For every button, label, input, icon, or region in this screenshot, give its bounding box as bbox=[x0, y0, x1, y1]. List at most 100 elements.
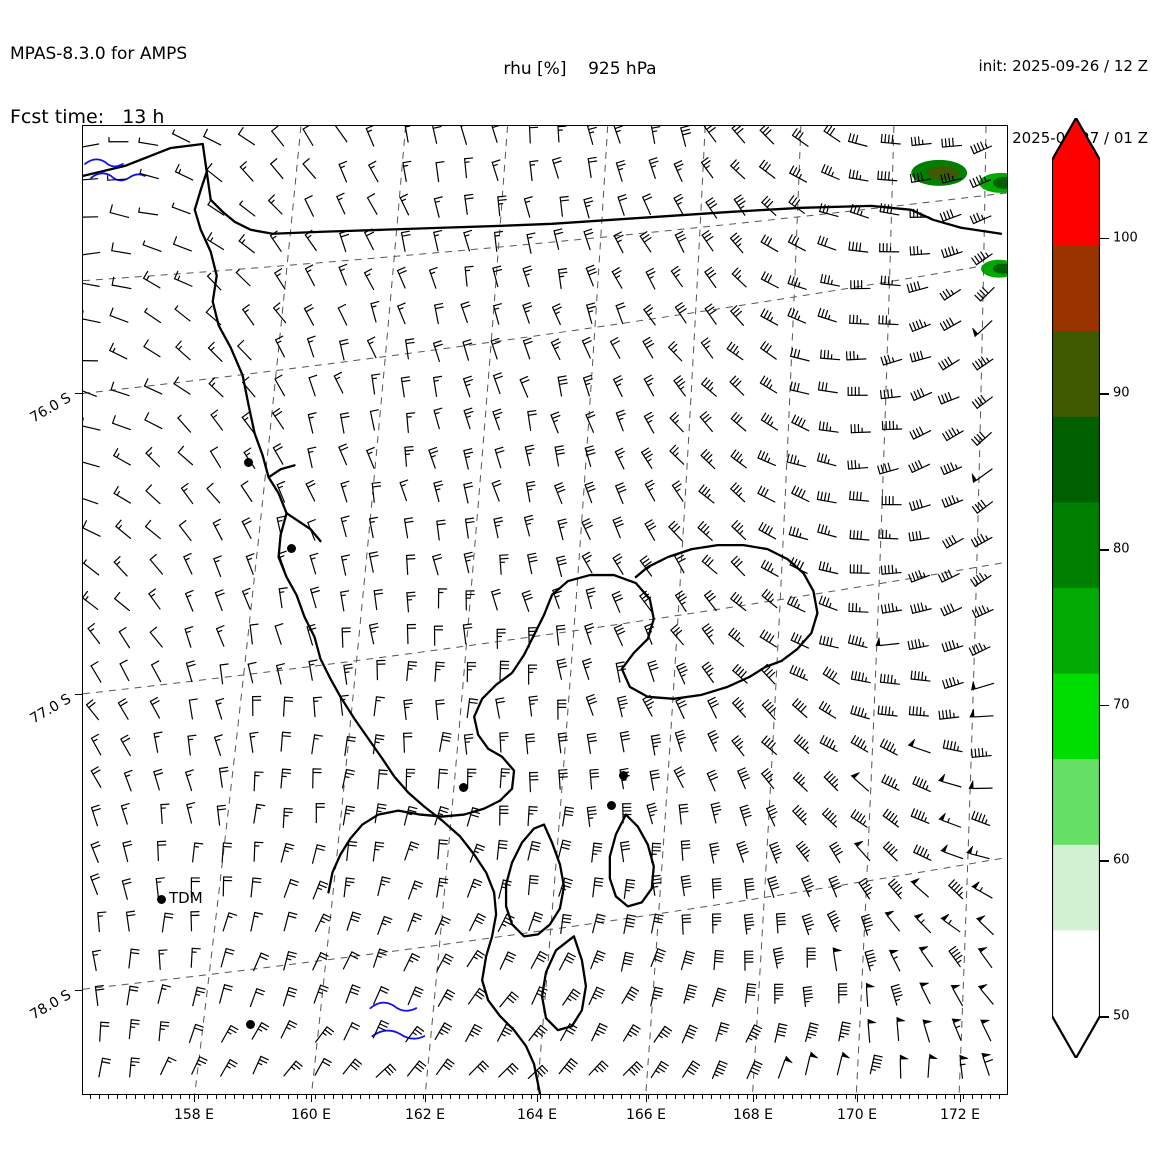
station-marker-s5[interactable] bbox=[606, 800, 616, 810]
x-axis-minor-tick bbox=[963, 1095, 964, 1099]
lake-layer bbox=[84, 158, 426, 1040]
x-axis-label: 170 E bbox=[836, 1107, 878, 1123]
lat-lon-gridlines bbox=[83, 126, 1007, 1094]
x-axis-minor-tick bbox=[810, 1095, 811, 1099]
x-axis-label: 164 E bbox=[516, 1107, 558, 1123]
x-axis-minor-tick bbox=[864, 1095, 865, 1099]
station-label-tdm: TDM bbox=[169, 889, 203, 907]
x-axis-minor-tick bbox=[819, 1095, 820, 1099]
x-axis-minor-tick bbox=[504, 1095, 505, 1099]
x-axis-tick bbox=[960, 1095, 962, 1102]
x-axis-minor-tick bbox=[171, 1095, 172, 1099]
y-axis-tick bbox=[75, 393, 82, 395]
x-axis-minor-tick bbox=[234, 1095, 235, 1099]
colorbar-tick bbox=[1100, 237, 1109, 240]
x-axis-minor-tick bbox=[657, 1095, 658, 1099]
x-axis-minor-tick bbox=[891, 1095, 892, 1099]
x-axis-minor-tick bbox=[756, 1095, 757, 1099]
x-axis-minor-tick bbox=[801, 1095, 802, 1099]
x-axis-tick bbox=[425, 1095, 427, 1102]
x-axis-minor-tick bbox=[207, 1095, 208, 1099]
title-line-rhu: rhu [%] 925 hPa bbox=[503, 59, 657, 79]
x-axis-minor-tick bbox=[630, 1095, 631, 1099]
station-marker-s3[interactable] bbox=[286, 543, 296, 553]
x-axis-minor-tick bbox=[990, 1095, 991, 1099]
x-axis-minor-tick bbox=[603, 1095, 604, 1099]
x-axis-minor-tick bbox=[288, 1095, 289, 1099]
x-axis-tick bbox=[857, 1095, 859, 1102]
x-axis-minor-tick bbox=[216, 1095, 217, 1099]
x-axis-minor-tick bbox=[936, 1095, 937, 1099]
x-axis-minor-tick bbox=[450, 1095, 451, 1099]
x-axis-minor-tick bbox=[594, 1095, 595, 1099]
x-axis-minor-tick bbox=[153, 1095, 154, 1099]
x-axis-minor-tick bbox=[477, 1095, 478, 1099]
x-axis-minor-tick bbox=[666, 1095, 667, 1099]
x-axis-minor-tick bbox=[792, 1095, 793, 1099]
model-name: MPAS-8.3.0 for AMPS bbox=[10, 44, 188, 64]
x-axis-minor-tick bbox=[243, 1095, 244, 1099]
x-axis-minor-tick bbox=[522, 1095, 523, 1099]
x-axis-minor-tick bbox=[954, 1095, 955, 1099]
x-axis-minor-tick bbox=[729, 1095, 730, 1099]
x-axis-minor-tick bbox=[783, 1095, 784, 1099]
x-axis-minor-tick bbox=[576, 1095, 577, 1099]
x-axis-minor-tick bbox=[270, 1095, 271, 1099]
x-axis-minor-tick bbox=[189, 1095, 190, 1099]
x-axis-label: 160 E bbox=[290, 1107, 332, 1123]
x-axis-minor-tick bbox=[108, 1095, 109, 1099]
x-axis-minor-tick bbox=[837, 1095, 838, 1099]
x-axis-minor-tick bbox=[549, 1095, 550, 1099]
x-axis-minor-tick bbox=[927, 1095, 928, 1099]
station-marker-tdm[interactable] bbox=[156, 894, 166, 904]
colorbar-tick bbox=[1100, 549, 1109, 551]
x-axis-minor-tick bbox=[468, 1095, 469, 1099]
x-axis-minor-tick bbox=[873, 1095, 874, 1099]
x-axis-minor-tick bbox=[261, 1095, 262, 1099]
x-axis-minor-tick bbox=[900, 1095, 901, 1099]
station-marker-s6[interactable] bbox=[618, 770, 628, 780]
x-axis-minor-tick bbox=[981, 1095, 982, 1099]
x-axis-minor-tick bbox=[315, 1095, 316, 1099]
colorbar-tick-label: 80 bbox=[1113, 541, 1130, 557]
station-marker-s2[interactable] bbox=[243, 457, 253, 467]
x-axis-minor-tick bbox=[135, 1095, 136, 1099]
x-axis-minor-tick bbox=[747, 1095, 748, 1099]
colorbar-tick-label: 50 bbox=[1113, 1008, 1130, 1024]
x-axis-minor-tick bbox=[711, 1095, 712, 1099]
map-canvas bbox=[83, 126, 1007, 1094]
x-axis-minor-tick bbox=[846, 1095, 847, 1099]
x-axis-minor-tick bbox=[387, 1095, 388, 1099]
x-axis-minor-tick bbox=[639, 1095, 640, 1099]
x-axis-tick bbox=[311, 1095, 313, 1102]
station-marker-s4[interactable] bbox=[458, 782, 468, 792]
x-axis-minor-tick bbox=[342, 1095, 343, 1099]
station-marker-s7[interactable] bbox=[245, 1019, 255, 1029]
map-plot-area[interactable] bbox=[82, 125, 1008, 1095]
x-axis-tick bbox=[646, 1095, 648, 1102]
coastline-layer bbox=[83, 142, 1003, 1094]
x-axis-minor-tick bbox=[279, 1095, 280, 1099]
x-axis-minor-tick bbox=[180, 1095, 181, 1099]
x-axis-minor-tick bbox=[324, 1095, 325, 1099]
colorbar-swatches bbox=[1052, 118, 1100, 1058]
x-axis-label: 162 E bbox=[404, 1107, 446, 1123]
colorbar-tick bbox=[1100, 704, 1109, 707]
y-axis-label: 78.0 S bbox=[27, 987, 74, 1024]
x-axis-minor-tick bbox=[252, 1095, 253, 1099]
x-axis-minor-tick bbox=[495, 1095, 496, 1099]
x-axis-minor-tick bbox=[675, 1095, 676, 1099]
x-axis-minor-tick bbox=[198, 1095, 199, 1099]
wind-barb-layer bbox=[83, 126, 995, 1080]
x-axis-minor-tick bbox=[306, 1095, 307, 1099]
x-axis-minor-tick bbox=[432, 1095, 433, 1099]
x-axis-tick bbox=[753, 1095, 755, 1102]
colorbar[interactable] bbox=[1052, 118, 1100, 1058]
x-axis-minor-tick bbox=[999, 1095, 1000, 1099]
x-axis-label: 168 E bbox=[732, 1107, 774, 1123]
x-axis-minor-tick bbox=[720, 1095, 721, 1099]
x-axis-minor-tick bbox=[540, 1095, 541, 1099]
x-axis-label: 172 E bbox=[939, 1107, 981, 1123]
x-axis-minor-tick bbox=[99, 1095, 100, 1099]
colorbar-tick-label: 100 bbox=[1113, 230, 1138, 246]
